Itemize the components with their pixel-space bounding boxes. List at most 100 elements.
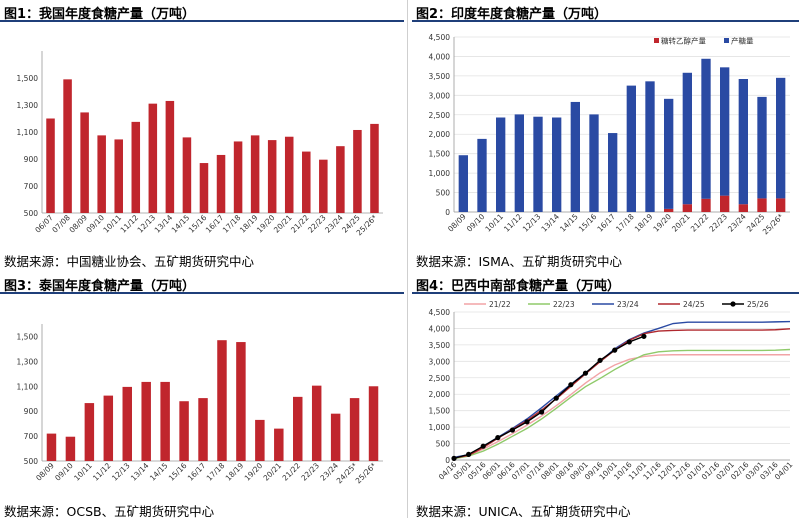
x-tick-label: 12/13	[136, 213, 158, 235]
y-tick-label: 2,500	[429, 374, 451, 383]
legend-label: 23/24	[617, 300, 639, 309]
legend-label: 24/25	[683, 300, 705, 309]
y-tick-label: 700	[24, 182, 39, 191]
bar-segment	[626, 85, 636, 212]
x-tick-label: 16/17	[186, 461, 208, 483]
x-tick-label: 21/22	[289, 213, 311, 235]
x-tick-label: 11/12	[91, 461, 113, 483]
bar-segment	[608, 133, 618, 212]
x-tick-label: 19/20	[255, 213, 277, 235]
bar	[80, 112, 89, 213]
y-tick-label: 2,000	[429, 130, 451, 139]
bar	[255, 419, 265, 461]
bar	[330, 413, 341, 461]
y-tick-label: 900	[24, 407, 39, 416]
x-tick-label: 17/18	[221, 213, 243, 235]
bar	[302, 151, 311, 213]
bar	[250, 135, 260, 213]
title-underline	[412, 20, 799, 22]
x-tick-label: 14/15	[558, 212, 580, 234]
series-line	[453, 320, 791, 459]
y-tick-label: 0	[445, 456, 450, 465]
bar-segment	[552, 117, 562, 212]
x-tick-label: 17/18	[205, 461, 227, 483]
bar	[336, 146, 345, 213]
bar-segment	[533, 116, 543, 212]
bar-segment	[496, 117, 506, 212]
chart-source: 数据来源：中国糖业协会、五矿期货研究中心	[4, 254, 255, 269]
data-point	[524, 419, 530, 425]
legend-label: 25/26	[747, 300, 769, 309]
bar	[97, 135, 106, 213]
y-tick-label: 1,500	[17, 332, 39, 341]
x-tick-label: 22/23	[299, 461, 321, 483]
x-tick-label: 16/17	[204, 213, 226, 235]
data-point	[480, 443, 486, 449]
bar-segment	[664, 98, 674, 209]
bar	[353, 129, 362, 213]
y-tick-label: 4,000	[429, 52, 451, 61]
data-point	[509, 427, 516, 433]
bar-segment	[738, 79, 748, 205]
bar	[63, 79, 72, 213]
y-tick-label: 700	[24, 432, 39, 441]
bar	[165, 100, 175, 213]
title-underline	[0, 20, 404, 22]
bar	[267, 140, 277, 213]
x-tick-label: 23/24	[323, 213, 345, 235]
x-tick-label: 10/11	[483, 212, 505, 234]
y-tick-label: 2,000	[429, 390, 451, 399]
y-tick-label: 3,000	[429, 357, 451, 366]
bar	[284, 136, 294, 213]
x-tick-label: 07/08	[50, 213, 72, 235]
y-tick-label: 500	[24, 457, 39, 466]
bar-segment	[757, 198, 767, 212]
data-point	[626, 339, 632, 345]
bar-segment	[757, 96, 767, 199]
x-tick-label: 10/11	[72, 461, 94, 483]
chart-india: 0 500 1,000 1,500 2,000 2,500 3,000 3,500 4,000 4…	[429, 33, 790, 236]
x-tick-label: 11/12	[119, 213, 141, 235]
x-tick-label: 15/16	[167, 461, 189, 483]
x-tick-label: 13/14	[539, 212, 561, 234]
y-tick-label: 1,100	[17, 128, 39, 137]
chart-brazil: 0 500 1,000 1,500 2,000 2,500 3,000 3,500 4,000 4…	[429, 300, 795, 482]
x-tick-label: 22/23	[707, 212, 729, 234]
bar	[65, 436, 76, 461]
y-tick-label: 3,500	[429, 341, 451, 350]
x-tick-label: 23/24	[726, 212, 748, 234]
chart-source: 数据来源：OCSB、五矿期货研究中心	[4, 504, 215, 519]
x-tick-label: 18/19	[633, 212, 655, 234]
bar	[122, 386, 132, 461]
legend-label: 21/22	[489, 300, 511, 309]
chart-title: 图2：印度年度食糖产量（万吨）	[416, 7, 608, 22]
bar	[179, 401, 189, 461]
bar-segment	[682, 204, 692, 212]
x-tick-label: 22/23	[306, 213, 328, 235]
bar	[182, 137, 192, 213]
bar	[233, 141, 243, 213]
bar-segment	[682, 72, 692, 205]
data-point	[582, 370, 589, 376]
data-point	[553, 395, 559, 401]
bar	[141, 381, 151, 461]
bar	[319, 159, 328, 213]
y-tick-label: 3,500	[429, 72, 451, 81]
x-tick-label: 11/12	[502, 212, 524, 234]
chart-panel-china: 图1：我国年度食糖产量（万吨） 500 700 900 1,100 1,300 1,500…	[0, 0, 404, 270]
y-tick-label: 4,500	[429, 308, 451, 317]
data-point	[641, 333, 647, 339]
x-tick-label: 09/10	[84, 213, 106, 235]
data-point	[597, 357, 603, 363]
x-tick-label: 09/10	[465, 212, 487, 234]
bar-segment	[776, 77, 786, 199]
x-tick-label: 08/09	[67, 213, 89, 235]
bar	[349, 398, 360, 461]
data-point	[466, 451, 472, 458]
y-tick-label: 2,500	[429, 111, 451, 120]
legend-swatch	[724, 38, 729, 43]
chart-source: 数据来源：ISMA、五矿期货研究中心	[416, 254, 622, 269]
bar	[131, 121, 141, 213]
bar	[217, 340, 227, 461]
x-tick-label: 19/20	[651, 212, 673, 234]
